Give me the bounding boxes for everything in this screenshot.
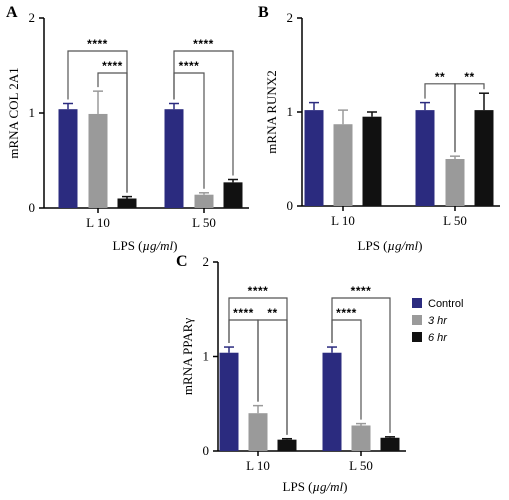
bar xyxy=(351,425,371,451)
significance-label: **** xyxy=(233,306,254,320)
significance-label: ** xyxy=(435,70,445,84)
x-axis-title-suffix: ) xyxy=(343,479,347,494)
bar xyxy=(117,198,137,208)
x-axis-title: LPS (µg/ml) xyxy=(113,238,178,253)
bar xyxy=(380,437,400,451)
significance-label: **** xyxy=(193,37,214,51)
bar xyxy=(445,159,465,206)
x-axis-title-suffix: ) xyxy=(418,238,422,253)
y-tick-label: 0 xyxy=(287,198,294,213)
bar xyxy=(88,113,108,208)
x-tick-label: L 50 xyxy=(349,458,373,473)
significance-label: ** xyxy=(267,306,277,320)
x-axis-title-suffix: ) xyxy=(173,238,177,253)
bar xyxy=(277,439,297,451)
y-tick-label: 1 xyxy=(287,104,294,119)
bar xyxy=(219,352,239,451)
significance-bracket xyxy=(173,72,205,189)
y-tick-label: 0 xyxy=(203,443,210,458)
legend-swatch xyxy=(412,332,422,342)
bar xyxy=(248,413,268,451)
significance-label: **** xyxy=(336,306,357,320)
y-tick-label: 1 xyxy=(29,105,36,120)
panel-letter: A xyxy=(6,4,18,21)
x-axis-title-prefix: LPS ( xyxy=(358,238,388,253)
panel-letter: B xyxy=(258,4,269,21)
y-tick-label: 2 xyxy=(29,10,36,25)
y-tick-label: 0 xyxy=(29,200,36,215)
y-axis-title: mRNA RUNX2 xyxy=(264,70,279,153)
significance-label: **** xyxy=(179,59,200,73)
x-axis-title: LPS (µg/ml) xyxy=(358,238,423,253)
legend-swatch xyxy=(412,315,422,325)
x-axis-title-unit: µg/ml xyxy=(143,238,174,253)
legend-swatch xyxy=(412,298,422,308)
y-tick-label: 2 xyxy=(287,10,294,25)
legend-label: 3 hr xyxy=(428,315,448,327)
x-tick-label: L 10 xyxy=(86,215,110,230)
bar xyxy=(194,194,214,208)
x-axis-title-prefix: LPS ( xyxy=(283,479,313,494)
bar xyxy=(164,109,184,208)
y-axis-title: mRNA COL 2A1 xyxy=(6,67,21,158)
panel-b: B 0 1 2 mRNA RUNX2 L 10 L 50 LPS (µg/ml) ** ** xyxy=(258,4,500,253)
legend: Control 3 hr 6 hr xyxy=(412,298,463,344)
significance-label: **** xyxy=(87,37,108,51)
bar xyxy=(333,124,353,206)
x-axis-title-unit: µg/ml xyxy=(313,479,344,494)
panel-a: A 0 1 2 mRNA COL 2A1 L 10 L 50 LPS (µg/ml) **** *… xyxy=(6,4,249,253)
bar xyxy=(474,110,494,206)
significance-label: **** xyxy=(351,284,372,298)
significance-label: **** xyxy=(102,59,123,73)
x-tick-label: L 50 xyxy=(443,213,467,228)
significance-bracket xyxy=(331,319,362,420)
significance-label: **** xyxy=(248,284,269,298)
x-axis-title-unit: µg/ml xyxy=(388,238,419,253)
bar xyxy=(415,110,435,206)
x-tick-label: L 10 xyxy=(246,458,270,473)
significance-label: ** xyxy=(464,70,474,84)
x-axis-title-prefix: LPS ( xyxy=(113,238,143,253)
x-axis-title: LPS (µg/ml) xyxy=(283,479,348,494)
panel-letter: C xyxy=(176,253,188,270)
bar xyxy=(223,182,243,208)
significance-bracket xyxy=(257,319,288,435)
legend-label: Control xyxy=(428,298,463,310)
legend-label: 6 hr xyxy=(428,332,448,344)
significance-bracket xyxy=(97,72,128,193)
x-tick-label: L 50 xyxy=(192,215,216,230)
bar xyxy=(304,110,324,206)
significance-bracket xyxy=(454,83,485,153)
bar xyxy=(58,109,78,208)
y-axis-title: mRNA PPARγ xyxy=(180,318,195,395)
bar xyxy=(362,116,382,206)
y-tick-label: 2 xyxy=(203,254,210,269)
y-tick-label: 1 xyxy=(203,349,210,364)
x-tick-label: L 10 xyxy=(331,213,355,228)
bar xyxy=(322,352,342,451)
